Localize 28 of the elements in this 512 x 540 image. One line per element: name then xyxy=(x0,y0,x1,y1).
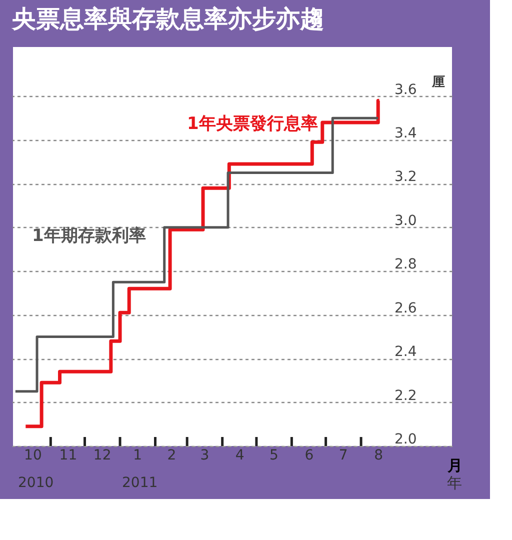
y-tick-label: 3.0 xyxy=(394,212,417,229)
text: 2011 xyxy=(122,475,158,491)
x-tick-label: 7 xyxy=(338,448,348,464)
x-tick-label: 5 xyxy=(270,448,278,464)
chart-title: 央票息率與存款息率亦步亦趨 xyxy=(11,5,324,33)
x-tick-label: 1 xyxy=(133,448,142,464)
x-tick-label: 10 xyxy=(24,448,42,464)
y-tick-label: 3.2 xyxy=(394,169,417,186)
x-axis-title: 月 xyxy=(446,456,462,474)
y-tick-label: 2.4 xyxy=(394,344,417,360)
y-axis-title: 厘 xyxy=(431,74,445,90)
y-tick-label: 2.0 xyxy=(394,432,417,448)
y-tick-label: 2.2 xyxy=(394,388,417,404)
x-tick-label: 2 xyxy=(167,448,176,464)
series-label: 1年期存款利率 xyxy=(32,226,146,246)
x-tick-label: 11 xyxy=(59,448,78,464)
y-tick-label: 3.4 xyxy=(394,125,417,142)
x-tick-label: 6 xyxy=(304,448,314,464)
x-tick-label: 3 xyxy=(200,448,210,464)
series-label: 1年央票發行息率 xyxy=(187,114,318,134)
y-tick-label: 2.6 xyxy=(394,300,417,316)
x-tick-label: 8 xyxy=(374,448,384,464)
text: 2010 xyxy=(18,475,54,491)
y-tick-label: 3.6 xyxy=(394,82,417,98)
text: 年 xyxy=(447,474,462,492)
x-tick-label: 4 xyxy=(235,448,244,464)
x-tick-label: 12 xyxy=(93,448,112,464)
y-tick-label: 2.8 xyxy=(394,256,417,273)
